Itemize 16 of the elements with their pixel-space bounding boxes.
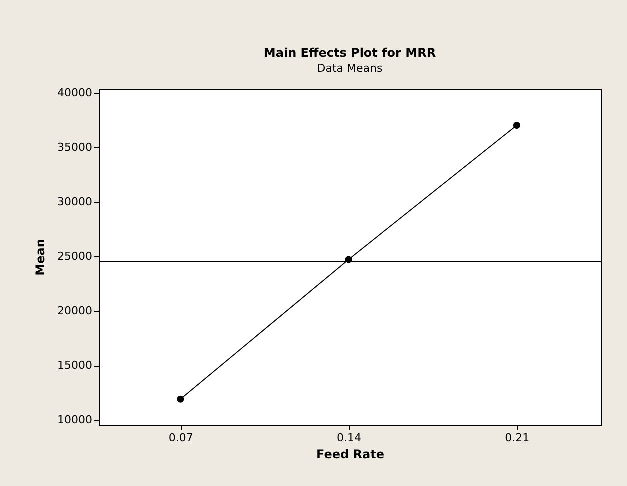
- y-tick-label: 30000: [58, 195, 92, 208]
- y-tick-label: 40000: [58, 86, 92, 100]
- point: [513, 122, 520, 130]
- x-axis-title: Feed Rate: [316, 448, 384, 462]
- x-tick-label: 0.14: [337, 432, 362, 444]
- y-tick-label: 25000: [58, 250, 92, 263]
- point: [177, 396, 184, 403]
- chart-title: Main Effects Plot for MRR: [264, 46, 436, 60]
- chart-subtitle: Data Means: [317, 62, 383, 75]
- y-tick-label: 10000: [58, 414, 92, 427]
- y-tick-label: 15000: [58, 359, 92, 372]
- y-tick-label: 35000: [58, 140, 92, 154]
- x-tick-label: 0.21: [505, 432, 530, 444]
- y-tick-label: 20000: [58, 304, 92, 318]
- x-tick-label: 0.07: [168, 432, 194, 444]
- y-axis-title: Mean: [34, 239, 48, 276]
